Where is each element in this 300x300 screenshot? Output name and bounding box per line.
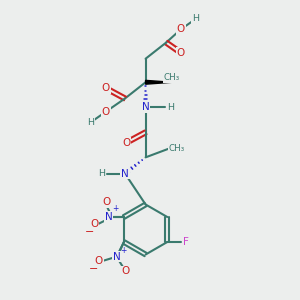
Text: +: + (120, 246, 126, 255)
Text: N: N (142, 102, 149, 112)
Polygon shape (146, 80, 172, 84)
Text: +: + (112, 204, 119, 213)
Text: CH₃: CH₃ (168, 144, 184, 153)
Text: O: O (102, 107, 110, 117)
Text: H: H (98, 169, 105, 178)
Text: O: O (177, 48, 185, 58)
Text: −: − (85, 227, 94, 237)
Text: O: O (95, 256, 103, 266)
Text: O: O (102, 83, 110, 93)
Text: H: H (167, 103, 174, 112)
Text: O: O (90, 219, 99, 229)
Text: −: − (89, 264, 99, 274)
Text: O: O (121, 266, 130, 277)
Text: O: O (122, 138, 130, 148)
Text: N: N (121, 169, 129, 178)
Text: CH₃: CH₃ (164, 74, 180, 82)
Text: H: H (88, 118, 94, 127)
Text: O: O (177, 24, 185, 34)
Text: O: O (102, 197, 110, 207)
Text: N: N (105, 212, 112, 222)
Text: H: H (192, 14, 199, 23)
Text: N: N (113, 252, 120, 262)
Text: F: F (184, 237, 189, 247)
